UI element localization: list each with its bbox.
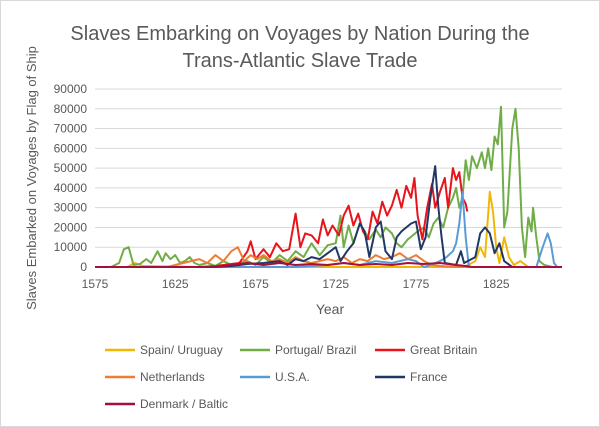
legend-item: Spain/ Uruguay xyxy=(105,343,223,357)
chart-title-line1: Slaves Embarking on Voyages by Nation Du… xyxy=(70,23,529,45)
legend-item: Denmark / Baltic xyxy=(105,397,228,411)
y-tick-label: 10000 xyxy=(54,240,88,254)
series-layer xyxy=(95,105,562,268)
x-tick-label: 1675 xyxy=(242,277,269,291)
y-tick-label: 20000 xyxy=(54,220,88,234)
y-tick-label: 80000 xyxy=(54,102,88,116)
x-tick-label: 1825 xyxy=(483,277,510,291)
legend-label: France xyxy=(410,370,448,384)
legend-item: Portugal/ Brazil xyxy=(240,343,356,357)
x-tick-label: 1725 xyxy=(322,277,349,291)
x-tick-label: 1775 xyxy=(403,277,430,291)
chart-title-line2: Trans-Atlantic Slave Trade xyxy=(183,50,418,72)
series-line-5 xyxy=(95,165,562,268)
legend-label: Great Britain xyxy=(410,343,477,357)
y-tick-label: 30000 xyxy=(54,201,88,215)
axis-layer: 0 10000 20000 30000 40000 50000 60000 70000 8000… xyxy=(54,82,510,291)
legend-label: Netherlands xyxy=(140,370,205,384)
series-line-4 xyxy=(95,190,562,268)
y-tick-label: 40000 xyxy=(54,181,88,195)
legend-label: Portugal/ Brazil xyxy=(275,343,356,357)
legend-label: Spain/ Uruguay xyxy=(140,343,223,357)
y-tick-label: 0 xyxy=(80,260,87,274)
legend: Spain/ Uruguay Portugal/ Brazil Great Brit… xyxy=(105,343,477,411)
series-line-1 xyxy=(95,105,562,268)
series-line-6 xyxy=(95,262,562,268)
legend-item: U.S.A. xyxy=(240,370,310,384)
y-tick-label: 60000 xyxy=(54,141,88,155)
legend-item: Great Britain xyxy=(375,343,477,357)
legend-label: Denmark / Baltic xyxy=(140,397,228,411)
y-tick-label: 90000 xyxy=(54,82,88,96)
legend-label: U.S.A. xyxy=(275,370,310,384)
y-axis-label: Slaves Embarked on Voyages by Flag of Sh… xyxy=(24,46,39,310)
legend-item: France xyxy=(375,370,448,384)
legend-item: Netherlands xyxy=(105,370,205,384)
y-tick-label: 50000 xyxy=(54,161,88,175)
x-tick-label: 1625 xyxy=(162,277,189,291)
y-tick-label: 70000 xyxy=(54,122,88,136)
x-tick-label: 1575 xyxy=(82,277,109,291)
x-axis-label: Year xyxy=(316,301,345,317)
